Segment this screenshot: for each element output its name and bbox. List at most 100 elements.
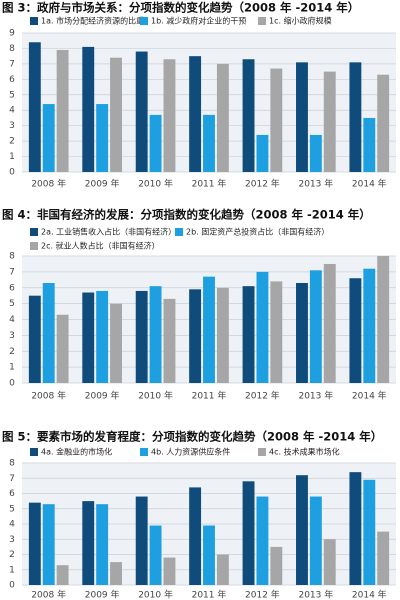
x-tick-label: 2011 年 <box>192 589 227 600</box>
legend-label: 1b. 减少政府对企业的干预 <box>151 16 246 26</box>
bar <box>363 117 376 172</box>
y-tick-label: 1 <box>9 152 15 162</box>
y-tick-label: 7 <box>9 267 15 277</box>
bar <box>270 546 283 585</box>
bar <box>323 263 336 383</box>
x-tick-label: 2013 年 <box>298 589 333 600</box>
y-tick-label: 6 <box>9 75 15 85</box>
bar <box>110 562 122 585</box>
y-tick-label: 3 <box>9 535 15 545</box>
bar <box>377 74 390 172</box>
chart-title: 图 3：政府与市场关系：分项指数的变化趋势（2008 年 -2014 年） <box>2 1 359 15</box>
y-tick-label: 5 <box>9 90 15 100</box>
bar <box>163 557 176 585</box>
bar <box>56 49 69 172</box>
y-tick-label: 9 <box>9 29 15 39</box>
x-tick-label: 2012 年 <box>245 390 280 402</box>
legend-label: 2b. 固定资产总投资占比（非国有经济） <box>186 227 329 237</box>
x-tick-label: 2012 年 <box>245 178 280 190</box>
legend-label: 4b. 人力资源供应条件 <box>151 447 230 457</box>
y-tick-label: 5 <box>9 504 15 514</box>
legend-swatch <box>258 17 266 25</box>
x-tick-label: 2010 年 <box>138 390 173 402</box>
x-tick-label: 2011 年 <box>192 390 227 402</box>
bar <box>309 270 322 383</box>
bar <box>135 290 148 383</box>
bar <box>28 295 41 383</box>
bar <box>163 59 176 172</box>
bar <box>82 292 95 383</box>
bar <box>216 554 229 585</box>
bar <box>96 290 109 383</box>
legend-label: 1c. 缩小政府规模 <box>269 16 332 26</box>
x-tick-label: 2014 年 <box>352 589 387 600</box>
bar <box>149 114 162 172</box>
x-tick-label: 2011 年 <box>192 178 227 190</box>
bar <box>349 62 362 172</box>
y-tick-label: 6 <box>9 489 15 499</box>
legend-swatch <box>30 242 38 250</box>
legend-label: 2c. 就业人数占比（非国有经济） <box>41 241 160 251</box>
y-tick-label: 7 <box>9 474 15 484</box>
x-tick-label: 2014 年 <box>352 390 387 402</box>
bar <box>242 59 255 172</box>
x-tick-label: 2014 年 <box>352 178 387 190</box>
legend-swatch <box>30 228 38 236</box>
bar <box>149 286 162 383</box>
bar <box>256 496 269 585</box>
bar <box>377 531 390 585</box>
legend-swatch <box>30 17 38 25</box>
bar <box>163 298 176 383</box>
y-tick-label: 2 <box>9 347 15 357</box>
chart-title: 图 4：非国有经济的发展：分项指数的变化趋势（2008 年 -2014 年） <box>2 208 371 222</box>
bar <box>203 276 215 383</box>
chart-title: 图 5：要素市场的发育程度：分项指数的变化趋势（2008 年 -2014 年） <box>2 430 382 444</box>
y-tick-label: 3 <box>9 121 15 131</box>
bar <box>363 479 376 585</box>
legend-swatch <box>140 448 148 456</box>
bar <box>203 114 215 172</box>
bar <box>189 289 202 383</box>
y-tick-label: 1 <box>9 565 15 575</box>
bar <box>110 57 122 172</box>
y-tick-label: 0 <box>9 168 15 178</box>
bar <box>189 56 202 172</box>
x-tick-label: 2010 年 <box>138 589 173 600</box>
x-tick-label: 2008 年 <box>31 589 66 600</box>
y-tick-label: 8 <box>9 44 15 54</box>
legend-label: 2a. 工业销售收入占比（非国有经济） <box>41 227 176 237</box>
x-tick-label: 2009 年 <box>85 589 120 600</box>
bar <box>296 62 308 172</box>
bar <box>56 565 69 585</box>
bar <box>216 287 229 383</box>
bar <box>323 71 336 172</box>
x-tick-label: 2012 年 <box>245 589 280 600</box>
x-tick-label: 2009 年 <box>85 390 120 402</box>
x-tick-label: 2009 年 <box>85 178 120 190</box>
bar <box>82 501 95 585</box>
bar <box>96 104 109 172</box>
x-tick-label: 2013 年 <box>298 390 333 402</box>
y-tick-label: 2 <box>9 137 15 147</box>
bar <box>256 271 269 383</box>
y-tick-label: 4 <box>9 520 15 530</box>
bar <box>96 504 109 585</box>
x-tick-label: 2013 年 <box>298 178 333 190</box>
legend-label: 4a. 金融业的市场化 <box>41 447 112 457</box>
bar <box>56 314 69 383</box>
y-tick-label: 7 <box>9 59 15 69</box>
bar <box>377 256 390 383</box>
bar <box>135 496 148 585</box>
legend-swatch <box>258 448 266 456</box>
bar <box>309 496 322 585</box>
legend-swatch <box>30 448 38 456</box>
bar <box>149 525 162 585</box>
y-tick-label: 2 <box>9 550 15 560</box>
bar <box>189 487 202 585</box>
bar <box>203 525 215 585</box>
x-tick-label: 2010 年 <box>138 178 173 190</box>
y-tick-label: 5 <box>9 299 15 309</box>
bar <box>242 286 255 383</box>
x-tick-label: 2008 年 <box>31 390 66 402</box>
